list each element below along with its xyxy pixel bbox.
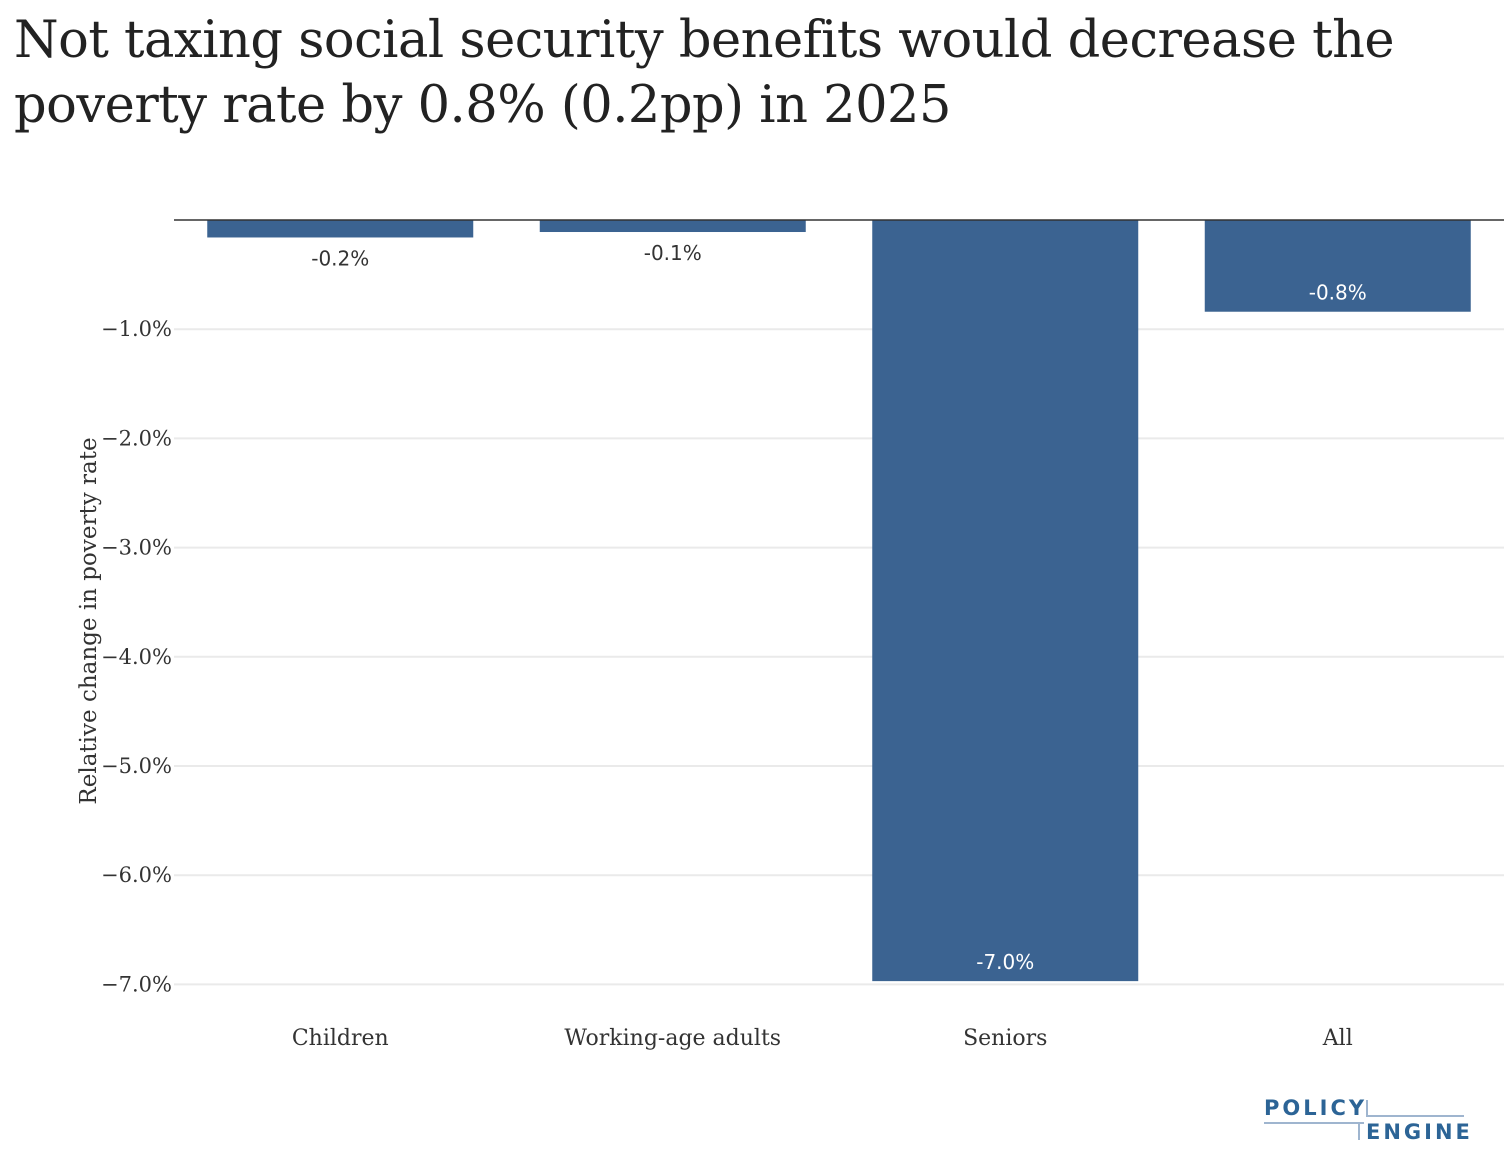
x-category-label: Working-age adults bbox=[564, 1026, 781, 1051]
bar-data-label: -0.8% bbox=[1309, 281, 1367, 305]
logo-word-engine: ENGINE bbox=[1366, 1120, 1473, 1144]
data-labels: -0.2% -0.1% -7.0% -0.8% bbox=[311, 241, 1367, 974]
y-tick-label: −5.0% bbox=[101, 754, 172, 778]
y-tick-label: −6.0% bbox=[101, 863, 172, 887]
logo-rule-horizontal-right bbox=[1366, 1115, 1464, 1117]
y-axis-title: Relative change in poverty rate bbox=[76, 437, 102, 804]
bar bbox=[539, 220, 806, 233]
y-tick-label: −1.0% bbox=[101, 317, 172, 341]
bar bbox=[1204, 220, 1471, 312]
bar-data-label: -0.2% bbox=[311, 246, 369, 270]
logo-rule-vertical-top bbox=[1366, 1100, 1368, 1117]
y-tick-label: −7.0% bbox=[101, 972, 172, 996]
y-tick-label: −4.0% bbox=[101, 645, 172, 669]
y-axis-ticks: −1.0% −2.0% −3.0% −4.0% −5.0% −6.0% −7.0% bbox=[101, 317, 172, 996]
bar bbox=[207, 220, 474, 238]
x-category-label: Children bbox=[292, 1026, 389, 1051]
bar bbox=[872, 220, 1139, 982]
logo-rule-vertical-bottom bbox=[1358, 1122, 1360, 1140]
y-tick-label: −2.0% bbox=[101, 426, 172, 450]
chart-title-line-1: Not taxing social security benefits woul… bbox=[14, 11, 1395, 70]
bars bbox=[207, 220, 1471, 982]
x-category-label: Seniors bbox=[963, 1026, 1047, 1051]
x-category-label: All bbox=[1322, 1026, 1353, 1051]
chart-title: Not taxing social security benefits woul… bbox=[14, 8, 1494, 138]
policyengine-logo: POLICY ENGINE bbox=[1262, 1094, 1470, 1146]
y-tick-label: −3.0% bbox=[101, 536, 172, 560]
logo-rule-horizontal-left bbox=[1264, 1122, 1364, 1124]
bar-data-label: -0.1% bbox=[644, 241, 702, 265]
chart-title-line-2: poverty rate by 0.8% (0.2pp) in 2025 bbox=[14, 76, 951, 135]
x-axis-categories: Children Working-age adults Seniors All bbox=[292, 1026, 1353, 1051]
gridlines bbox=[174, 328, 1504, 986]
logo-word-policy: POLICY bbox=[1264, 1096, 1368, 1120]
bar-data-label: -7.0% bbox=[976, 950, 1034, 974]
